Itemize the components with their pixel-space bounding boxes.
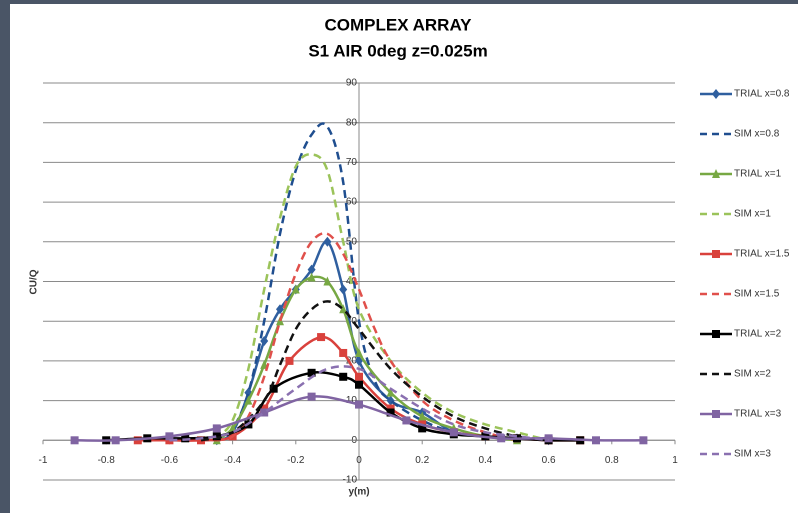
data-point — [307, 368, 316, 377]
legend-marker — [712, 410, 720, 418]
y-tick-label: 80 — [346, 117, 358, 128]
legend-label: SIM x=2 — [734, 369, 771, 380]
x-tick-label: -0.8 — [98, 455, 116, 466]
data-point — [70, 436, 79, 445]
x-tick-label: 0.4 — [478, 455, 492, 466]
data-point — [165, 432, 174, 441]
data-point — [339, 284, 348, 295]
legend-marker — [712, 169, 720, 178]
data-point — [111, 436, 120, 445]
series-line — [200, 300, 549, 442]
y-tick-label: 70 — [346, 157, 358, 168]
series-line — [216, 232, 518, 442]
data-point — [323, 236, 332, 247]
y-tick-label: -10 — [343, 475, 358, 486]
data-point — [339, 348, 348, 357]
data-point — [355, 400, 363, 409]
data-point — [418, 424, 427, 433]
x-tick-label: -0.6 — [161, 455, 179, 466]
chart-subtitle: S1 AIR 0deg z=0.025m — [308, 41, 487, 60]
x-tick-label: -0.4 — [224, 455, 242, 466]
legend-marker — [712, 89, 720, 99]
series-line — [200, 153, 549, 442]
legend-label: TRIAL x=0.8 — [734, 89, 790, 100]
x-tick-label: 0.2 — [415, 455, 429, 466]
x-tick-label: -0.2 — [287, 455, 305, 466]
data-point — [418, 411, 427, 421]
data-point — [402, 416, 411, 425]
data-point — [386, 387, 395, 397]
data-point — [449, 428, 458, 437]
data-point — [339, 304, 348, 314]
x-tick-label: 0.6 — [542, 455, 556, 466]
data-point — [317, 333, 326, 342]
data-point — [285, 356, 294, 365]
data-point — [212, 432, 221, 441]
data-point — [260, 336, 269, 347]
data-point — [544, 434, 553, 443]
y-tick-label: 60 — [346, 197, 358, 208]
x-tick-label: 1 — [672, 455, 678, 466]
data-point — [355, 380, 363, 389]
data-point — [181, 434, 190, 443]
x-tick-label: -1 — [39, 455, 48, 466]
data-point — [307, 272, 316, 282]
data-point — [212, 424, 221, 433]
legend-label: SIM x=1 — [734, 209, 771, 220]
legend-label: SIM x=1.5 — [734, 289, 780, 300]
data-point — [386, 408, 395, 417]
x-axis-label: y(m) — [348, 487, 369, 498]
y-tick-label: 90 — [346, 78, 358, 89]
x-tick-label: 0 — [356, 455, 362, 466]
data-point — [592, 436, 600, 445]
data-point — [307, 392, 316, 401]
legend-label: TRIAL x=3 — [734, 409, 782, 420]
x-tick-label: 0.8 — [605, 455, 619, 466]
y-axis-label: CU/Q — [29, 269, 40, 294]
legend-label: SIM x=0.8 — [734, 129, 780, 140]
data-point — [323, 276, 332, 286]
data-point — [269, 384, 278, 393]
data-point — [244, 395, 253, 405]
data-point — [276, 304, 284, 315]
legend-label: TRIAL x=2 — [734, 329, 782, 340]
data-point — [355, 347, 363, 357]
legend-label: TRIAL x=1 — [734, 169, 782, 180]
chart: COMPLEX ARRAY S1 AIR 0deg z=0.025m y(m) … — [10, 4, 798, 513]
data-point — [497, 434, 506, 443]
data-point — [291, 284, 300, 294]
data-point — [355, 372, 363, 381]
data-point — [639, 436, 648, 445]
y-tick-label: 50 — [346, 236, 358, 247]
legend-label: SIM x=3 — [734, 449, 771, 460]
series-line — [169, 365, 549, 442]
y-tick-label: 10 — [346, 395, 358, 406]
legend-marker — [712, 250, 720, 258]
y-tick-label: 20 — [346, 356, 358, 367]
data-point — [307, 264, 316, 275]
y-tick-label: 30 — [346, 316, 358, 327]
legend-label: TRIAL x=1.5 — [734, 249, 790, 260]
chart-title: COMPLEX ARRAY — [324, 15, 472, 34]
data-point — [339, 372, 348, 381]
legend-marker — [712, 330, 720, 338]
data-point — [260, 408, 269, 417]
